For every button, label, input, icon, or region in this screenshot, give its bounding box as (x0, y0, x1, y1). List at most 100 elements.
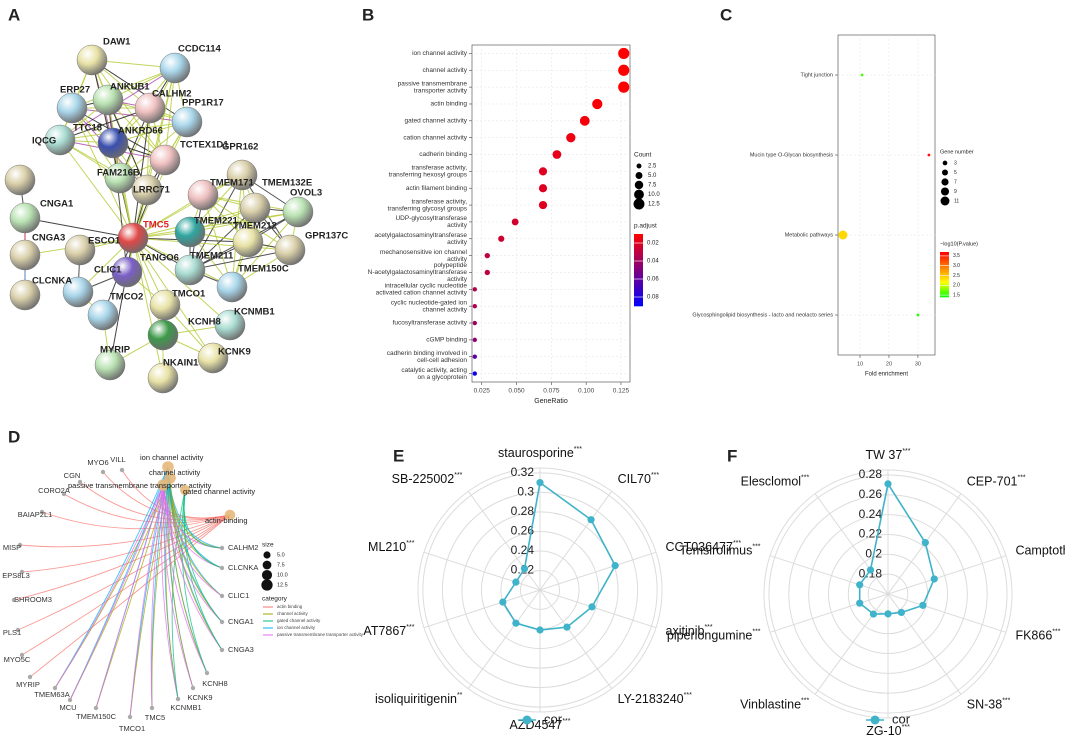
concept-edge (129, 484, 164, 718)
node-label: ANKRD66 (118, 126, 163, 137)
colorbar-segment (940, 295, 949, 298)
legend-title: category (262, 596, 288, 603)
spoke (539, 589, 657, 629)
concept-edge (161, 484, 179, 700)
colorbar-segment (634, 258, 643, 261)
legend-label: 5 (954, 170, 957, 176)
gene-label: MYRIP (16, 680, 40, 689)
network-node (111, 256, 143, 288)
network-edge (132, 237, 164, 379)
colorbar-segment (634, 294, 643, 297)
axis-label-name: Temsirolimus (679, 544, 752, 558)
colorbar-segment (634, 260, 643, 264)
legend-title: size (262, 542, 274, 549)
legend-dot (261, 569, 273, 581)
network-node (64, 234, 96, 266)
radar-point (512, 578, 520, 586)
colorbar-segment (634, 248, 643, 252)
node-label: TMEM211 (190, 251, 234, 262)
node-label: CNGA1 (40, 199, 74, 210)
node-label: CALHM2 (152, 89, 192, 100)
y-tick-label: cell-cell adhesion (417, 357, 467, 364)
legend-dot (522, 715, 532, 725)
significance-stars: *** (406, 540, 414, 547)
node-label: GPR137C (305, 231, 348, 242)
significance-stars: *** (1017, 474, 1025, 481)
x-tick-label: 0.100 (578, 388, 595, 395)
gene-node (93, 705, 99, 711)
network-node (174, 254, 206, 286)
y-tick-label: activated cation channel activity (376, 290, 468, 297)
dot (552, 150, 562, 159)
dot (484, 252, 490, 259)
axis-label-name: Vinblastine (740, 698, 801, 712)
colorbar-segment (634, 238, 643, 242)
y-tick-label: UDP-glycosyltransferase (395, 215, 467, 222)
axis-label: CEP-701*** (967, 474, 1026, 488)
radar-point (919, 601, 927, 609)
legend-label: 7.5 (648, 183, 657, 189)
y-tick-label: on a glycoprotein (417, 374, 467, 381)
radar-point (536, 626, 544, 634)
legend-label: 2.0 (953, 283, 960, 289)
y-tick-label: N-acetylgalactosaminyltransferase (368, 269, 468, 276)
y-tick-label: cadherin binding (419, 151, 467, 158)
gene-node (52, 685, 58, 691)
gene-node (77, 479, 83, 485)
network-edge (231, 211, 299, 288)
axis-label: TW 37*** (866, 448, 911, 462)
node-label: PPP1R17 (182, 98, 224, 109)
dot (566, 133, 576, 143)
significance-stars: *** (562, 718, 570, 725)
panel-label: D (8, 427, 20, 446)
concept-edge (171, 489, 186, 700)
colorbar-segment (940, 258, 949, 260)
colorbar-segment (634, 289, 643, 292)
significance-stars: *** (1002, 697, 1010, 704)
radar-point (884, 610, 892, 618)
radar-point (520, 565, 529, 573)
dot (472, 354, 477, 359)
network-edge (132, 174, 243, 239)
gene-node (15, 627, 21, 633)
concept-edge (169, 477, 223, 549)
legend-dot (942, 160, 948, 166)
significance-stars: *** (902, 448, 910, 455)
node-label: CLIC1 (94, 265, 122, 276)
y-tick-label: actin binding (431, 101, 468, 108)
legend-dot (634, 180, 644, 190)
legend-label: gated channel activity (277, 618, 321, 623)
node-label: TMEM212 (233, 221, 277, 232)
axis-label: piperlongumine*** (667, 628, 761, 642)
colorbar-segment (940, 277, 949, 280)
legend-title: −log10(P.value) (940, 241, 978, 247)
axis-label: LY-2183240*** (618, 692, 692, 706)
significance-stars: *** (684, 692, 692, 699)
network-edge (132, 107, 151, 239)
node-label: TMEM132E (262, 178, 312, 189)
spoke (539, 551, 657, 591)
axis-label: CIL70*** (618, 472, 660, 486)
spoke (887, 593, 1007, 633)
network-node (187, 179, 219, 211)
y-tick-label: channel activity (423, 67, 468, 74)
network-node (76, 44, 108, 76)
dot (472, 320, 477, 326)
gene-label: EPS8L3 (2, 571, 30, 580)
colorbar-segment (940, 268, 949, 271)
network-node (104, 162, 136, 194)
colorbar-segment (634, 301, 643, 304)
significance-stars: *** (454, 472, 462, 479)
axis-label: CCT036477*** (666, 540, 742, 554)
term-label: passive transmembrane transporter activi… (68, 481, 212, 490)
gene-node (100, 469, 106, 475)
gene-node (149, 705, 155, 711)
y-tick-label: passive transmembrane (398, 80, 468, 87)
gene-node (219, 619, 225, 625)
axis-label: AZD4547*** (510, 718, 571, 732)
r-tick-label: 0.26 (859, 487, 883, 501)
gene-node (175, 696, 181, 702)
plot-panel (837, 34, 936, 356)
spoke (467, 491, 541, 591)
axis-label: FK866*** (1015, 628, 1060, 642)
